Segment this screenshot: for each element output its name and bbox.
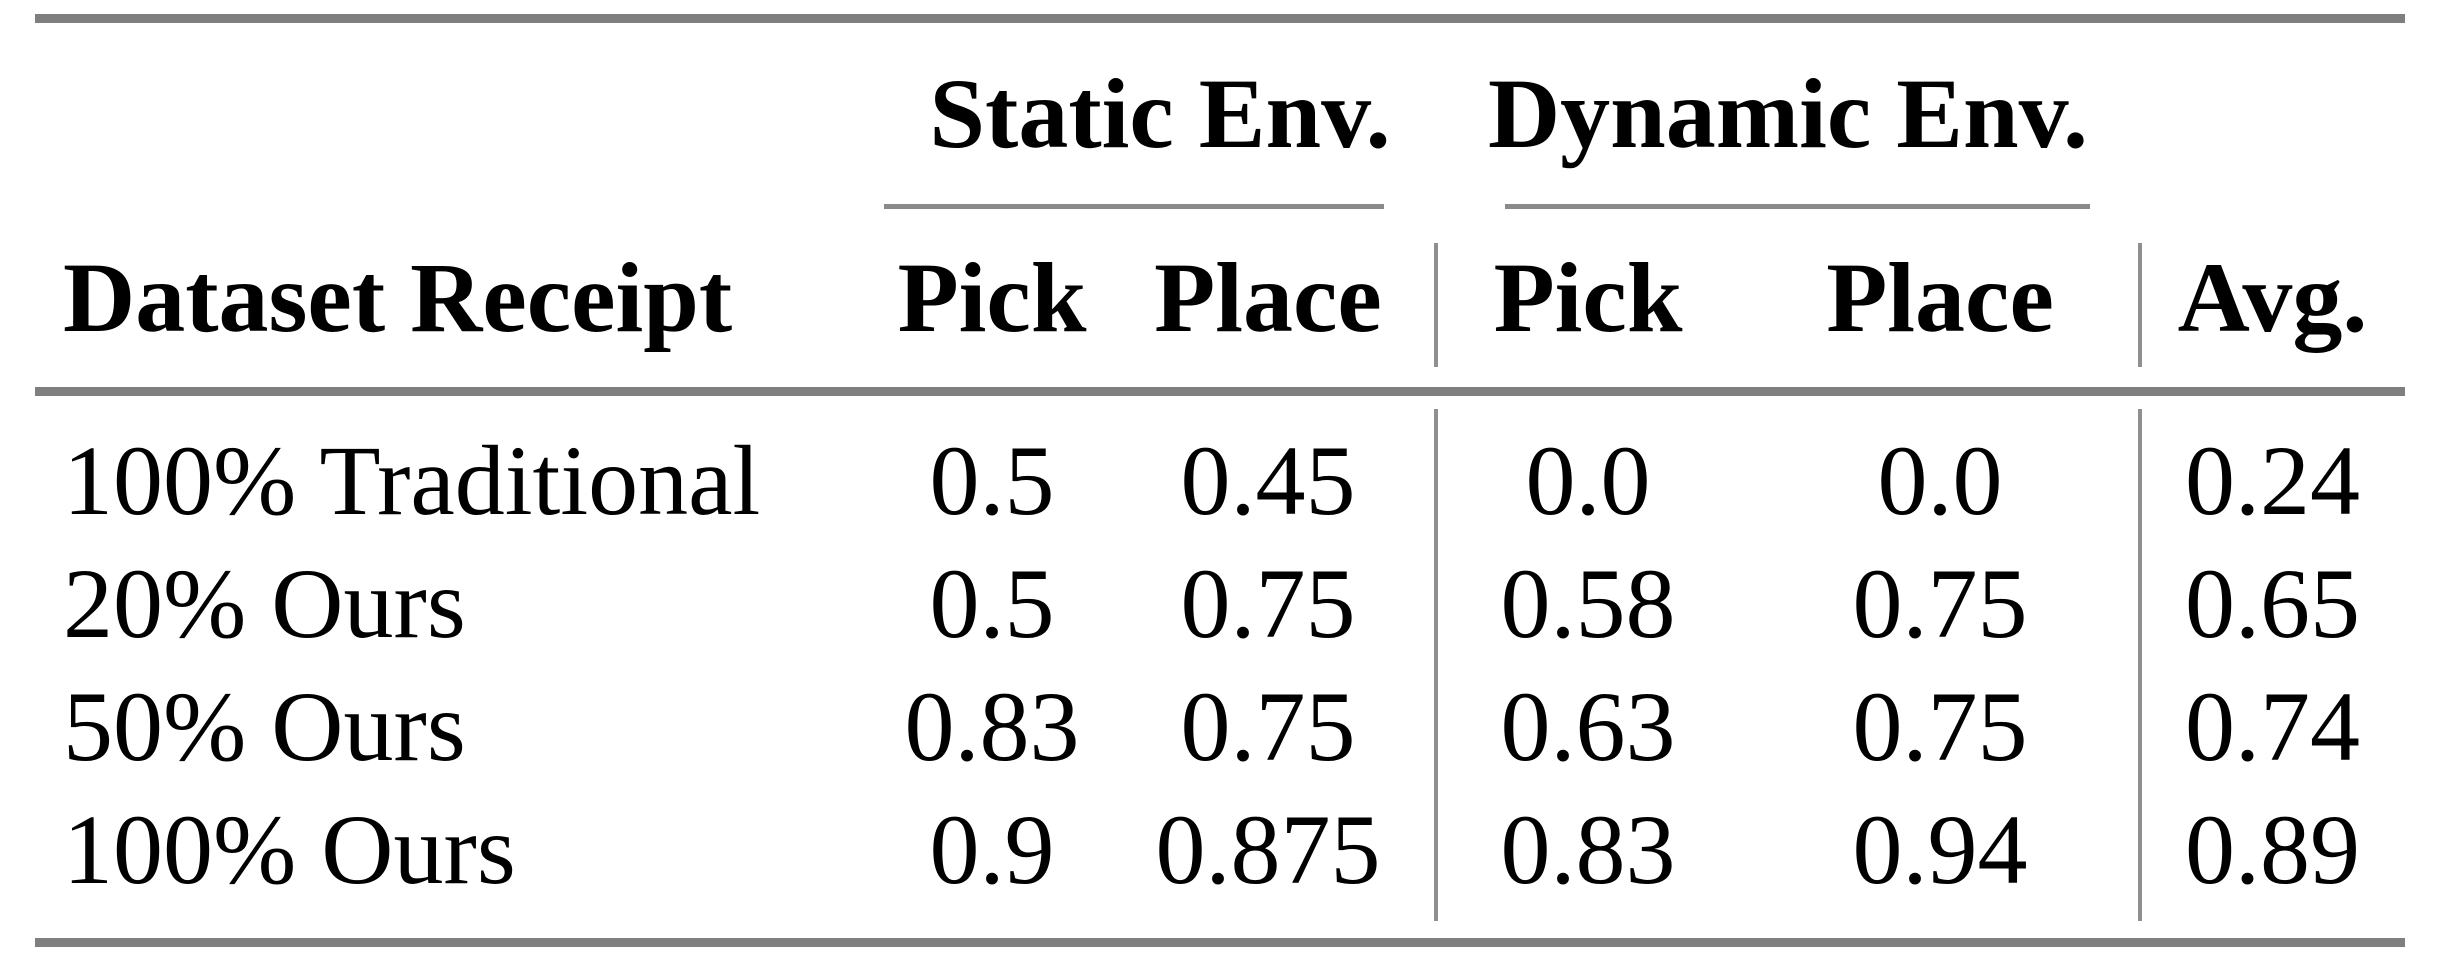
header-vertical-rule-2 (2138, 243, 2142, 367)
cell-static-place: 0.75 (1180, 670, 1356, 782)
body-vertical-rule-1 (1434, 409, 1438, 921)
top-rule (35, 14, 2405, 23)
cell-avg: 0.24 (2185, 424, 2361, 536)
static-env-cmidrule (884, 204, 1384, 209)
table-row: 100% Ours 0.9 0.875 0.83 0.94 0.89 (35, 788, 2405, 933)
cell-static-pick: 0.5 (929, 547, 1055, 659)
table-row: 100% Traditional 0.5 0.45 0.0 0.0 0.24 (35, 391, 2405, 542)
body-vertical-rule-2 (2138, 409, 2142, 921)
table-body: 100% Traditional 0.5 0.45 0.0 0.0 0.24 2… (35, 391, 2405, 933)
cell-static-pick: 0.5 (929, 424, 1055, 536)
empty-avg-spacer-cell (2140, 23, 2405, 204)
cell-dynamic-pick: 0.63 (1500, 670, 1676, 782)
row-label: 100% Traditional (63, 424, 761, 536)
table-row: 50% Ours 0.83 0.75 0.63 0.75 0.74 (35, 665, 2405, 788)
cell-static-pick: 0.9 (929, 793, 1055, 905)
cell-dynamic-place: 0.0 (1877, 424, 2003, 536)
column-header-row: Dataset Receipt Pick Place Pick Place Av… (35, 204, 2405, 391)
row-label: 20% Ours (63, 547, 466, 659)
dynamic-env-cmidrule (1505, 204, 2090, 209)
column-header-dataset-receipt: Dataset Receipt (63, 241, 733, 353)
cell-avg: 0.89 (2185, 793, 2361, 905)
cell-dynamic-pick: 0.83 (1500, 793, 1676, 905)
mid-rule (35, 387, 2405, 396)
cell-avg: 0.65 (2185, 547, 2361, 659)
group-header-dynamic-env: Dynamic Env. (1487, 57, 2089, 169)
row-label: 50% Ours (63, 670, 466, 782)
row-label: 100% Ours (63, 793, 516, 905)
cell-dynamic-place: 0.75 (1852, 547, 2028, 659)
cell-dynamic-place: 0.94 (1852, 793, 2028, 905)
column-header-dynamic-pick: Pick (1493, 241, 1683, 353)
results-table: Static Env. Dynamic Env. Dataset Receipt… (35, 23, 2405, 933)
table-header: Static Env. Dynamic Env. Dataset Receipt… (35, 23, 2405, 391)
cell-avg: 0.74 (2185, 670, 2361, 782)
group-header-static-env: Static Env. (929, 57, 1391, 169)
bottom-rule (35, 938, 2405, 947)
column-header-avg: Avg. (2177, 241, 2368, 353)
header-vertical-rule-1 (1434, 243, 1438, 367)
table-row: 20% Ours 0.5 0.75 0.58 0.75 0.65 (35, 542, 2405, 665)
cell-static-pick: 0.83 (904, 670, 1080, 782)
column-header-static-pick: Pick (897, 241, 1087, 353)
column-header-static-place: Place (1154, 241, 1382, 353)
cell-static-place: 0.75 (1180, 547, 1356, 659)
cell-static-place: 0.875 (1155, 793, 1381, 905)
cell-dynamic-pick: 0.0 (1525, 424, 1651, 536)
cell-dynamic-place: 0.75 (1852, 670, 2028, 782)
cell-dynamic-pick: 0.58 (1500, 547, 1676, 659)
group-header-row: Static Env. Dynamic Env. (35, 23, 2405, 204)
column-header-dynamic-place: Place (1826, 241, 2054, 353)
empty-corner-cell (35, 23, 884, 204)
cell-static-place: 0.45 (1180, 424, 1356, 536)
